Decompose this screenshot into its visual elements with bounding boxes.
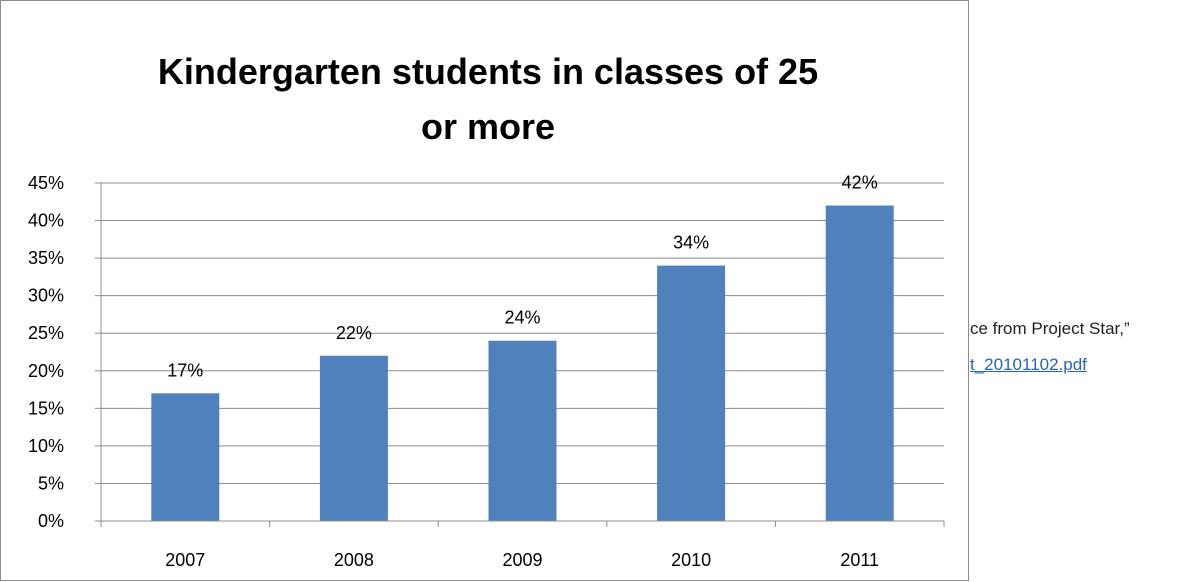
bar xyxy=(151,393,220,521)
y-tick-label: 40% xyxy=(28,211,64,231)
y-tick-label: 15% xyxy=(28,398,64,418)
y-tick-label: 35% xyxy=(28,248,64,268)
gridlines xyxy=(101,182,944,484)
bar xyxy=(657,265,726,521)
data-label: 34% xyxy=(673,233,709,253)
x-tick-label: 2010 xyxy=(671,550,711,570)
labels: 0% 5% 10% 15% 20% 25% 30% 35% 40% 45% 17% 2007 22% 20… xyxy=(28,173,879,570)
x-tick-label: 2008 xyxy=(334,550,374,570)
bar xyxy=(488,340,557,521)
x-tick-label: 2007 xyxy=(165,550,205,570)
document-link-fragment[interactable]: t_20101102.pdf xyxy=(970,355,1087,374)
data-label: 22% xyxy=(336,323,372,343)
x-tick-label: 2011 xyxy=(840,550,879,570)
y-tick-label: 30% xyxy=(28,286,64,306)
y-tick-label: 25% xyxy=(28,323,64,343)
y-tick-label: 5% xyxy=(38,473,64,493)
data-label: 42% xyxy=(842,173,878,193)
y-tick-label: 20% xyxy=(28,361,64,381)
bars xyxy=(151,205,894,522)
data-label: 17% xyxy=(167,360,203,380)
y-tick-label: 0% xyxy=(38,511,64,531)
chart-title-line-1: Kindergarten students in classes of 25 xyxy=(158,51,818,92)
bar xyxy=(319,355,388,521)
x-tick-label: 2009 xyxy=(502,550,542,570)
data-label: 24% xyxy=(504,308,540,328)
bar-chart: Kindergarten students in classes of 25 o… xyxy=(28,51,945,570)
chart-title-line-2: or more xyxy=(421,106,555,147)
axes xyxy=(95,182,945,527)
bar xyxy=(825,205,894,522)
document-text-fragment: ce from Project Star,” xyxy=(970,319,1130,338)
y-tick-label: 45% xyxy=(28,173,64,193)
y-tick-label: 10% xyxy=(28,436,64,456)
chart-frame: Kindergarten students in classes of 25 o… xyxy=(0,0,969,581)
